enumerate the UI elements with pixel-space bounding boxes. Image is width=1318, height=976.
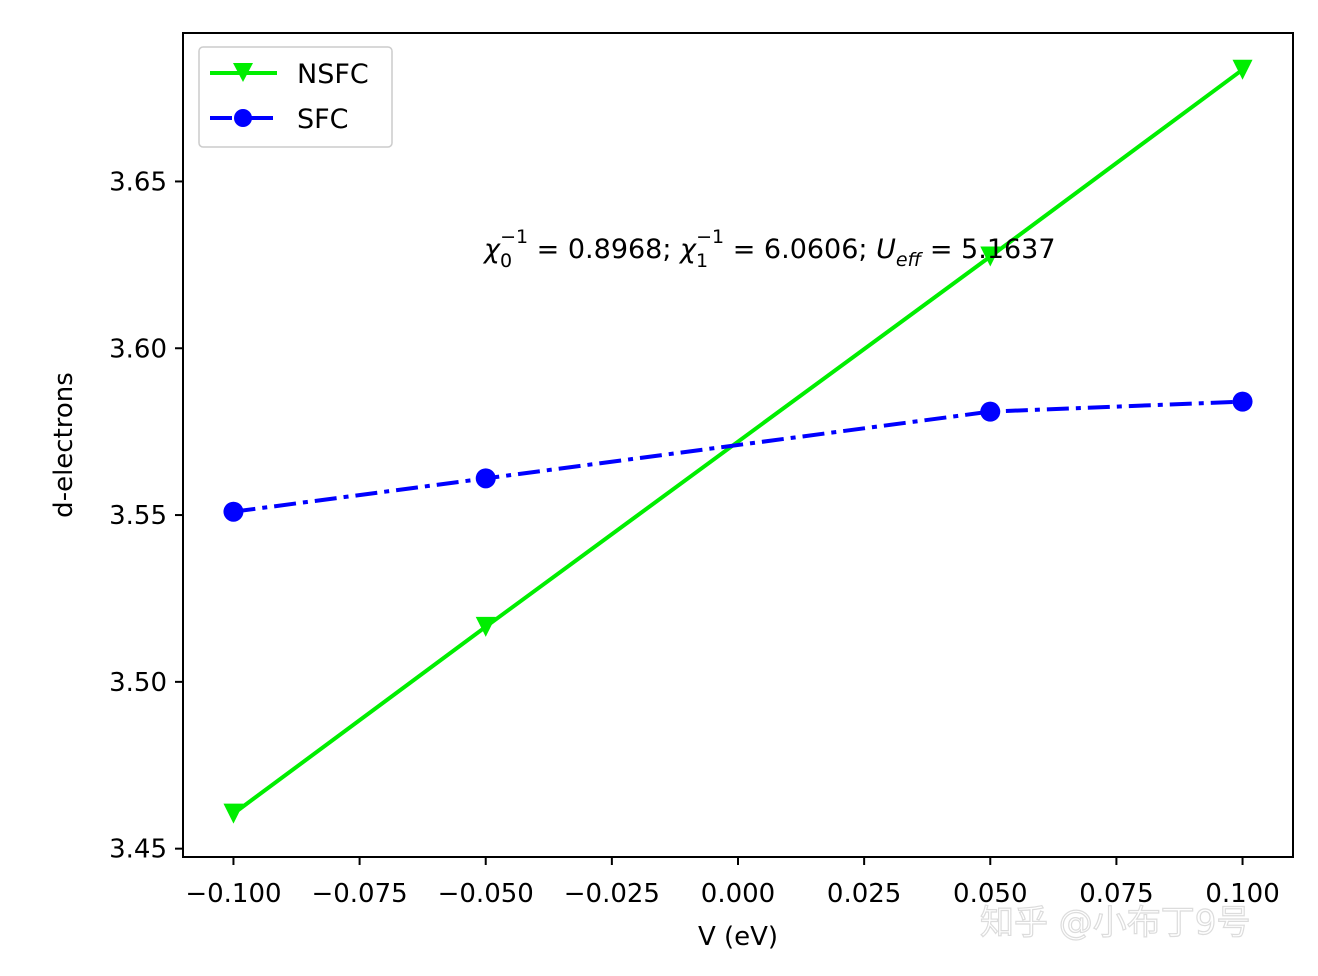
point-sfc (1232, 391, 1253, 412)
legend-label-nsfc: NSFC (297, 59, 369, 90)
series-line-sfc (233, 399, 1243, 514)
legend-marker-nsfc (233, 63, 253, 82)
annotation-chi0: χ (482, 234, 501, 265)
x-tick-label: 0.000 (701, 879, 775, 909)
annotation-chi1: χ (678, 234, 697, 265)
y-axis-label: d-electrons (49, 372, 79, 518)
x-tick-label: 0.050 (953, 879, 1027, 909)
annotation-chi1-subscript: 1 (696, 250, 708, 272)
x-tick-label: −0.100 (185, 879, 281, 909)
annotation-ueff-value: = 5.1637 (921, 234, 1055, 265)
y-tick-label: 3.50 (109, 668, 167, 698)
annotation-chi1-value: = 6.0606; (724, 234, 876, 265)
annotation-chi0-superscript: −1 (500, 226, 528, 248)
x-tick-label: −0.025 (564, 879, 660, 909)
annotation-ueff: U (876, 234, 896, 265)
legend-label-sfc: SFC (297, 104, 349, 135)
y-tick-label: 3.45 (109, 835, 167, 865)
x-axis-ticks: −0.100 −0.075 −0.050 −0.025 0.000 0.025 0.050 0… (185, 857, 1280, 909)
legend-marker-sfc (234, 109, 252, 127)
annotation-chi0-value: = 0.8968; (528, 234, 680, 265)
x-tick-label: −0.050 (438, 879, 534, 909)
series-line-nsfc (232, 68, 1244, 816)
annotation-text: χ0−1 = 0.8968; χ1−1 = 6.0606; Ueff = 5.1… (482, 226, 1056, 272)
y-tick-label: 3.60 (109, 334, 167, 364)
point-nsfc (475, 616, 496, 637)
x-tick-label: 0.100 (1205, 879, 1279, 909)
point-nsfc (980, 246, 1001, 267)
x-axis-label: V (eV) (698, 922, 778, 952)
point-nsfc (1232, 59, 1253, 80)
point-nsfc (223, 803, 244, 824)
point-sfc (223, 501, 244, 522)
watermark: 知乎 @小布丁9号 (980, 903, 1250, 943)
legend: NSFC SFC (198, 46, 393, 148)
y-axis-ticks: 3.45 3.50 3.55 3.60 3.65 (109, 167, 183, 865)
annotation-chi0-subscript: 0 (500, 250, 512, 272)
x-tick-label: −0.075 (311, 879, 407, 909)
y-tick-label: 3.65 (109, 167, 167, 197)
point-sfc (980, 401, 1001, 422)
annotation-chi1-superscript: −1 (696, 226, 724, 248)
y-tick-label: 3.55 (109, 501, 167, 531)
point-sfc (475, 468, 496, 489)
annotation-ueff-subscript: eff (896, 249, 924, 271)
data-layer (223, 59, 1253, 824)
x-tick-label: 0.025 (827, 879, 901, 909)
x-tick-label: 0.075 (1079, 879, 1153, 909)
